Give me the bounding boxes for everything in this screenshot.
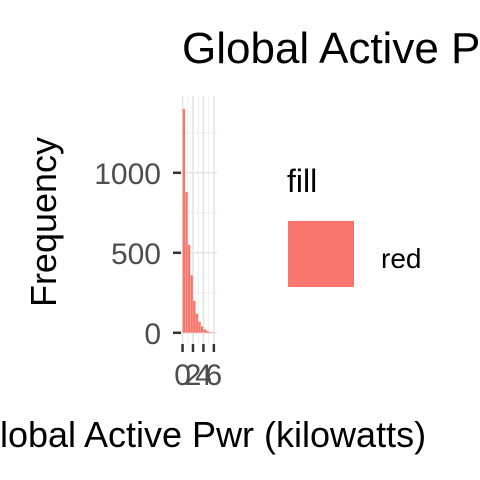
y-axis-label: Frequency [23, 137, 64, 307]
histogram-bar-5 [195, 313, 199, 333]
histogram-bar-1 [185, 191, 188, 333]
histogram-bar-3 [190, 275, 194, 333]
legend-key-red [286, 219, 356, 289]
histogram-bar-7 [200, 326, 204, 333]
legend-label-red: red [381, 243, 421, 274]
chart-title: Global Active Power [182, 24, 480, 73]
y-axis: 0 500 1000 [94, 158, 181, 351]
x-tick-label: 4 [195, 359, 212, 392]
y-tick-label: 1000 [94, 158, 161, 191]
x-tick-label: 2 [185, 359, 202, 392]
histogram-bar-6 [198, 321, 201, 333]
x-tick-label: 6 [206, 359, 223, 392]
legend-title: fill [287, 163, 317, 199]
histogram-bar-9 [205, 330, 209, 333]
legend: fill red [286, 163, 421, 289]
histogram-bar-10 [208, 331, 212, 333]
histogram-bars [182, 108, 214, 333]
y-tick-label: 0 [144, 318, 161, 351]
x-axis-label: Global Active Pwr (kilowatts) [0, 414, 426, 455]
histogram-bar-2 [187, 244, 191, 333]
x-tick-label: 0 [174, 359, 191, 392]
histogram-bar-8 [203, 329, 207, 333]
histogram-bar-4 [192, 300, 196, 333]
y-tick-label: 500 [111, 238, 161, 271]
histogram-bar-0 [182, 108, 186, 333]
